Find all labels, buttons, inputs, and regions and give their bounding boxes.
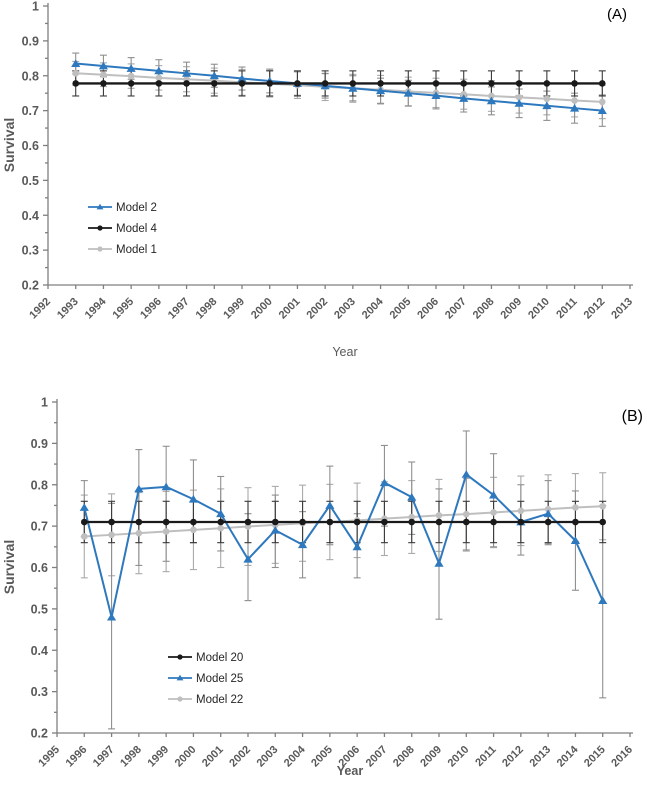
x-tick-label: 2011	[554, 296, 579, 321]
legend-label: Model 2	[116, 202, 157, 214]
x-tick-label: 2004	[282, 743, 308, 769]
legend-label: Model 22	[196, 694, 243, 706]
x-tick-label: 2009	[418, 744, 444, 770]
error-bars-model-2	[72, 52, 606, 127]
x-tick-label: 2016	[609, 744, 635, 770]
axes	[43, 3, 633, 289]
x-axis-title: Year	[337, 764, 364, 778]
error-bars-model-25	[80, 430, 607, 730]
x-tick-label: 1999	[145, 744, 171, 770]
legend-label: Model 25	[196, 673, 243, 685]
y-tick-label: 0.4	[22, 209, 39, 223]
x-tick-label: 2006	[415, 296, 441, 322]
y-tick-label: 0.7	[31, 520, 48, 534]
x-tick-label: 1995	[110, 296, 136, 322]
legend-label: Model 20	[196, 652, 243, 664]
y-tick-label: 0.2	[22, 279, 39, 293]
legend-item-model-20: Model 20	[168, 652, 243, 664]
x-axis-title: Year	[332, 345, 357, 359]
x-tick-label: 2014	[555, 743, 581, 769]
x-tick-label: 2011	[473, 744, 498, 769]
y-tick-label: 0.5	[31, 602, 48, 616]
y-tick-label: 0.4	[31, 644, 48, 658]
x-tick-label: 1997	[166, 296, 192, 322]
x-tick-label: 1996	[138, 296, 164, 322]
y-tick-label: 0.6	[31, 561, 48, 575]
error-bars	[72, 52, 606, 127]
x-tick-label: 2000	[173, 744, 199, 770]
series-model-20	[80, 518, 607, 526]
x-tick-label: 2005	[388, 296, 414, 322]
x-tick-label: 2003	[332, 296, 358, 322]
legend-item-model-22: Model 22	[168, 694, 243, 706]
legend: Model 20 Model 25 Model 22	[168, 652, 243, 706]
x-tick-label: 2002	[304, 296, 330, 322]
y-tick-label: 1	[41, 396, 48, 410]
axes	[52, 399, 633, 737]
error-bars	[80, 430, 607, 730]
y-tick-label: 0.8	[31, 478, 48, 492]
x-tick-label: 2008	[471, 296, 497, 322]
y-tick-labels: 1 0.9 0.8 0.7 0.6 0.5 0.4 0.3 0.2	[22, 0, 39, 293]
legend-label: Model 1	[116, 244, 157, 256]
x-tick-labels: 1995 1996 1997 1998 1999 2000 2001 2002 2003 2004…	[36, 743, 635, 769]
legend-item-model-2: Model 2	[88, 202, 157, 214]
legend-label: Model 4	[116, 223, 158, 235]
x-tick-label: 1996	[64, 744, 90, 770]
x-tick-labels: 1992 1993 1994 1995 1996 1997 1998 1999 2000 2001…	[27, 295, 635, 321]
y-axis-title: Survival	[1, 118, 17, 172]
y-tick-label: 0.9	[31, 437, 48, 451]
x-tick-label: 2001	[277, 296, 303, 322]
x-tick-label: 2013	[609, 296, 635, 322]
x-tick-label: 2003	[255, 744, 281, 770]
x-tick-label: 1993	[55, 296, 81, 322]
x-tick-label: 2001	[200, 744, 226, 770]
series-model-2	[71, 59, 607, 115]
x-tick-label: 2010	[526, 296, 552, 322]
x-tick-label: 1992	[27, 296, 53, 322]
x-tick-label: 1995	[36, 744, 62, 770]
y-tick-label: 0.7	[22, 104, 39, 118]
y-tick-label: 0.6	[22, 139, 39, 153]
series-model-4	[72, 80, 606, 87]
legend: Model 2 Model 4 Model 1	[88, 202, 158, 256]
x-tick-label: 1999	[221, 296, 247, 322]
y-tick-label: 0.3	[31, 685, 48, 699]
y-tick-label: 0.2	[31, 727, 48, 741]
x-tick-label: 1998	[194, 296, 220, 322]
y-tick-label: 0.3	[22, 244, 39, 258]
y-tick-label: 0.8	[22, 69, 39, 83]
y-tick-label: 0.9	[22, 34, 39, 48]
x-tick-label: 2005	[309, 744, 335, 770]
panel-label: (B)	[622, 408, 643, 425]
x-tick-label: 1994	[83, 295, 109, 321]
x-tick-label: 2015	[582, 744, 608, 770]
x-tick-label: 1997	[91, 744, 117, 770]
x-tick-label: 2004	[360, 295, 386, 321]
legend-item-model-4: Model 4	[88, 223, 158, 235]
x-tick-label: 2010	[446, 744, 472, 770]
x-tick-label: 2000	[249, 296, 275, 322]
x-tick-label: 2007	[364, 744, 390, 770]
y-tick-label: 0.5	[22, 174, 39, 188]
x-tick-label: 2007	[443, 296, 469, 322]
x-tick-label: 2008	[391, 744, 417, 770]
legend-item-model-1: Model 1	[88, 244, 157, 256]
x-tick-label: 1998	[118, 744, 144, 770]
x-tick-label: 2013	[527, 744, 553, 770]
y-tick-label: 1	[32, 0, 39, 14]
series-model-25	[79, 470, 608, 621]
y-tick-labels: 1 0.9 0.8 0.7 0.6 0.5 0.4 0.3 0.2	[31, 396, 48, 741]
x-tick-label: 2012	[582, 296, 608, 322]
x-tick-label: 2009	[498, 296, 524, 322]
x-tick-label: 2012	[500, 744, 526, 770]
legend-item-model-25: Model 25	[168, 673, 243, 685]
panel-label: (A)	[607, 6, 627, 23]
x-tick-label: 2002	[227, 744, 253, 770]
y-axis-title: Survival	[1, 540, 17, 594]
